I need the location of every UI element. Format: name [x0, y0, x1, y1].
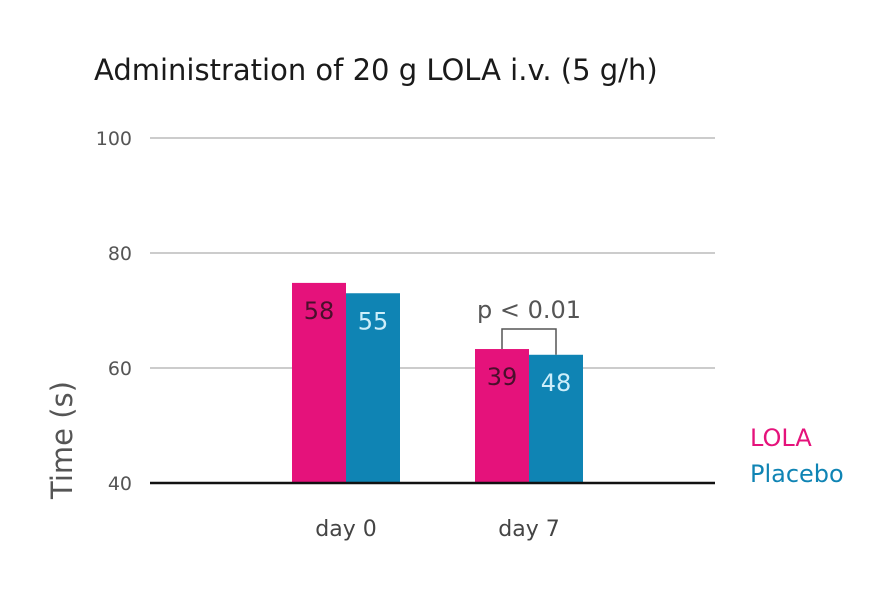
y-tick-label: 100	[96, 128, 132, 150]
y-tick-label: 80	[108, 243, 132, 265]
y-tick-label: 60	[108, 358, 132, 380]
significance-bracket: p < 0.01	[477, 296, 581, 355]
bar-label: 39	[487, 363, 518, 391]
chart-title: Administration of 20 g LOLA i.v. (5 g/h)	[94, 53, 658, 87]
y-tick-label: 40	[108, 473, 132, 495]
bar-label: 48	[541, 369, 572, 397]
bar-lola	[475, 349, 529, 483]
bar-label: 55	[358, 307, 389, 335]
legend-lola: LOLA	[750, 424, 812, 452]
bar-placebo	[346, 293, 400, 483]
p-value-annotation: p < 0.01	[477, 296, 581, 324]
legend-placebo: Placebo	[750, 460, 844, 488]
x-tick-label: day 7	[498, 517, 559, 542]
y-axis-label: Time (s)	[45, 381, 79, 500]
bar-placebo	[529, 354, 583, 483]
x-tick-label: day 0	[315, 517, 376, 542]
bar-lola	[292, 282, 346, 483]
bar-label: 58	[304, 297, 335, 325]
